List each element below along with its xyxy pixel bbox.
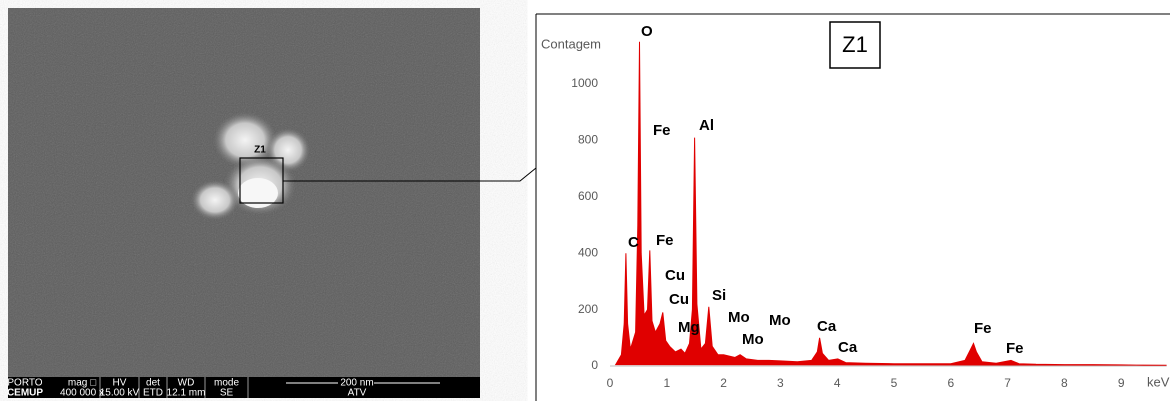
peak-label: Al [699, 117, 714, 134]
info-header: mode [214, 378, 239, 389]
scale-note: ATV [348, 388, 367, 399]
x-tick-label: 7 [1004, 376, 1011, 390]
peak-label: Mo [742, 331, 764, 348]
logo: CEMUP [7, 388, 43, 399]
peak-label: Fe [653, 122, 671, 139]
spectrum-chart: Z1 Contagem keV 0 200 400 600 800 1000 0 1 2 3 4 5 6… [535, 13, 1170, 401]
x-tick-label: 0 [607, 376, 614, 390]
info-value: 15.00 kV [100, 388, 140, 399]
info-header: mag □ [68, 378, 96, 389]
chart-title: Z1 [842, 32, 868, 57]
x-tick-label: 3 [777, 376, 784, 390]
y-tick-label: 400 [578, 245, 598, 259]
scale-label: 200 nm [340, 378, 373, 389]
spectrum [614, 41, 1167, 366]
peak-label: Fe [1006, 340, 1024, 357]
info-header: det [146, 378, 160, 389]
peak-label: Ca [817, 318, 837, 335]
peak-label: Mo [769, 312, 791, 329]
peak-label: Si [712, 287, 726, 304]
y-tick-label: 0 [591, 358, 598, 372]
peak-label: C [628, 234, 639, 251]
y-axis-label: Contagem [541, 36, 601, 51]
peak-label: Cu [669, 291, 689, 308]
title-box [829, 21, 881, 69]
peak-label: Cu [665, 267, 685, 284]
info-value: 400 000 x [60, 388, 104, 399]
connector [283, 167, 537, 182]
particle [191, 180, 239, 220]
x-tick-label: 5 [891, 376, 898, 390]
y-tick-label: 1000 [571, 76, 598, 90]
info-value: SE [220, 388, 234, 399]
particle [213, 112, 277, 168]
info-header: WD [178, 378, 195, 389]
y-tick-label: 800 [578, 133, 598, 147]
particle-core [238, 178, 278, 208]
peak-label: O [641, 23, 653, 40]
info-value: ETD [143, 388, 163, 399]
peak-label: Mo [728, 309, 750, 326]
logo: PORTO [7, 378, 42, 389]
x-tick-label: 4 [834, 376, 841, 390]
y-tick-label: 200 [578, 302, 598, 316]
x-tick-label: 8 [1061, 376, 1068, 390]
peak-label: Fe [974, 320, 992, 337]
y-tick-label: 600 [578, 189, 598, 203]
info-bar: PORTO CEMUP 200 nm ATV mag □400 000 xHV1… [7, 377, 480, 399]
x-tick-label: 1 [663, 376, 670, 390]
x-tick-label: 2 [720, 376, 727, 390]
zone-label: Z1 [254, 145, 266, 156]
peak-label: Fe [656, 232, 674, 249]
peak-label: Ca [838, 339, 858, 356]
x-tick-label: 9 [1118, 376, 1125, 390]
x-tick-label: 6 [947, 376, 954, 390]
scale-gap [338, 378, 374, 387]
info-header: HV [113, 378, 127, 389]
x-axis-label: keV [1147, 374, 1170, 389]
info-value: 12.1 mm [167, 388, 206, 399]
peak-label: Mg [678, 319, 700, 336]
sem-image: Z1 PORTO CEMUP 200 nm ATV mag □400 000 x… [7, 8, 480, 399]
